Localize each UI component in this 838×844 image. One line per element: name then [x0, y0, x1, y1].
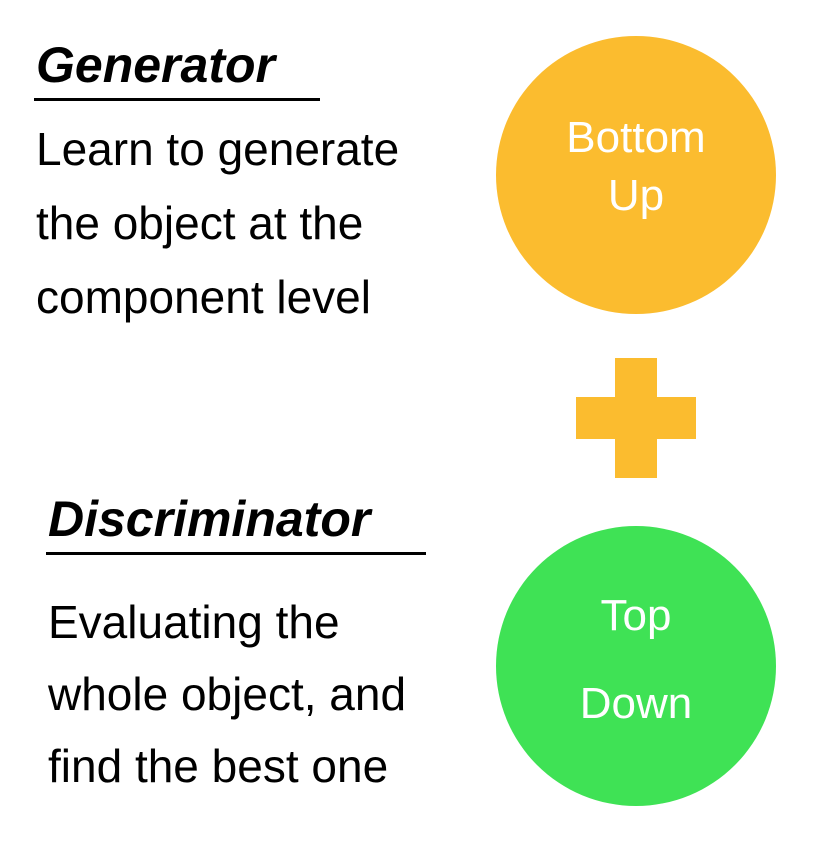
top-down-circle: Top Down [496, 526, 776, 806]
discriminator-title-underline [46, 552, 426, 555]
top-down-label: Top Down [579, 591, 693, 728]
discriminator-title: Discriminator [48, 491, 371, 547]
generator-description: Learn to generate the object at the comp… [36, 123, 400, 323]
plus-sign-horizontal-bar [576, 397, 696, 439]
generator-title: Generator [36, 37, 275, 93]
bottom-up-label: Bottom Up [566, 113, 706, 220]
generator-title-underline [34, 98, 320, 101]
bottom-up-circle: Bottom Up [496, 36, 776, 314]
discriminator-description: Evaluating the whole object, and find th… [48, 596, 407, 792]
